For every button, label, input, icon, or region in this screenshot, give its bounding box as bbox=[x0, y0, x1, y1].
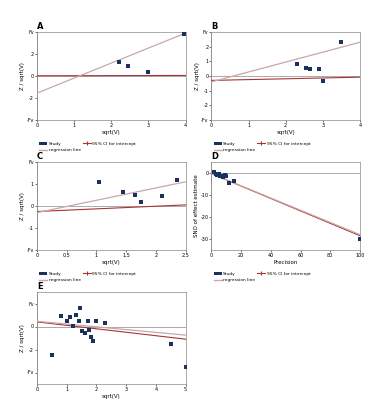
Point bbox=[82, 330, 88, 337]
Point bbox=[132, 192, 138, 198]
Point bbox=[116, 58, 122, 65]
Point bbox=[91, 338, 96, 345]
Y-axis label: Z / sqrt(V): Z / sqrt(V) bbox=[20, 62, 25, 90]
Y-axis label: Z / sqrt(V): Z / sqrt(V) bbox=[194, 62, 200, 90]
Point bbox=[77, 304, 83, 311]
Point bbox=[338, 39, 344, 46]
X-axis label: sqrt(V): sqrt(V) bbox=[102, 394, 121, 398]
Point bbox=[307, 66, 313, 72]
Y-axis label: Z / sqrt(V): Z / sqrt(V) bbox=[20, 324, 25, 352]
Text: D: D bbox=[211, 152, 219, 161]
Point bbox=[320, 78, 326, 84]
Point bbox=[168, 340, 174, 347]
Point bbox=[120, 188, 126, 195]
Text: C: C bbox=[37, 152, 43, 161]
Legend: Study, regression line, 95% CI for intercept: Study, regression line, 95% CI for inter… bbox=[214, 272, 311, 282]
Point bbox=[73, 312, 79, 318]
Point bbox=[214, 172, 220, 178]
Point bbox=[88, 334, 93, 340]
Point bbox=[183, 364, 188, 370]
Point bbox=[76, 318, 82, 324]
Point bbox=[79, 327, 85, 334]
Point bbox=[220, 174, 226, 181]
Point bbox=[303, 65, 309, 71]
Point bbox=[58, 313, 64, 319]
Point bbox=[181, 30, 187, 37]
Text: A: A bbox=[37, 22, 44, 31]
X-axis label: sqrt(V): sqrt(V) bbox=[276, 130, 295, 134]
Point bbox=[216, 171, 222, 177]
Point bbox=[316, 66, 322, 72]
Point bbox=[125, 62, 131, 69]
Point bbox=[213, 170, 219, 177]
X-axis label: sqrt(V): sqrt(V) bbox=[102, 260, 121, 264]
Point bbox=[217, 172, 223, 179]
Point bbox=[222, 172, 228, 178]
Point bbox=[138, 198, 144, 205]
Y-axis label: SNO of effect estimate: SNO of effect estimate bbox=[194, 175, 199, 237]
X-axis label: Precision: Precision bbox=[273, 260, 298, 264]
Point bbox=[226, 180, 232, 186]
Point bbox=[93, 318, 99, 324]
Point bbox=[102, 320, 108, 326]
Point bbox=[96, 178, 102, 185]
Point bbox=[145, 69, 151, 75]
Legend: Study, regression line, 95% CI for intercept: Study, regression line, 95% CI for inter… bbox=[39, 272, 136, 282]
Point bbox=[211, 169, 217, 175]
Point bbox=[49, 352, 55, 358]
Point bbox=[64, 318, 70, 324]
Text: E: E bbox=[37, 282, 43, 291]
Point bbox=[67, 314, 73, 320]
Point bbox=[85, 318, 91, 324]
Text: B: B bbox=[211, 22, 218, 31]
Point bbox=[86, 327, 92, 333]
Point bbox=[223, 173, 229, 180]
X-axis label: sqrt(V): sqrt(V) bbox=[102, 130, 121, 134]
Y-axis label: Z / sqrt(V): Z / sqrt(V) bbox=[20, 192, 25, 220]
Point bbox=[174, 176, 180, 183]
Point bbox=[294, 60, 300, 67]
Point bbox=[219, 173, 225, 180]
Point bbox=[231, 178, 237, 184]
Point bbox=[357, 236, 363, 242]
Legend: Study, regression line, 95% CI for intercept: Study, regression line, 95% CI for inter… bbox=[214, 142, 311, 152]
Point bbox=[70, 323, 76, 329]
Point bbox=[159, 193, 165, 199]
Legend: Study, regression line, 95% CI for intercept: Study, regression line, 95% CI for inter… bbox=[39, 142, 136, 152]
